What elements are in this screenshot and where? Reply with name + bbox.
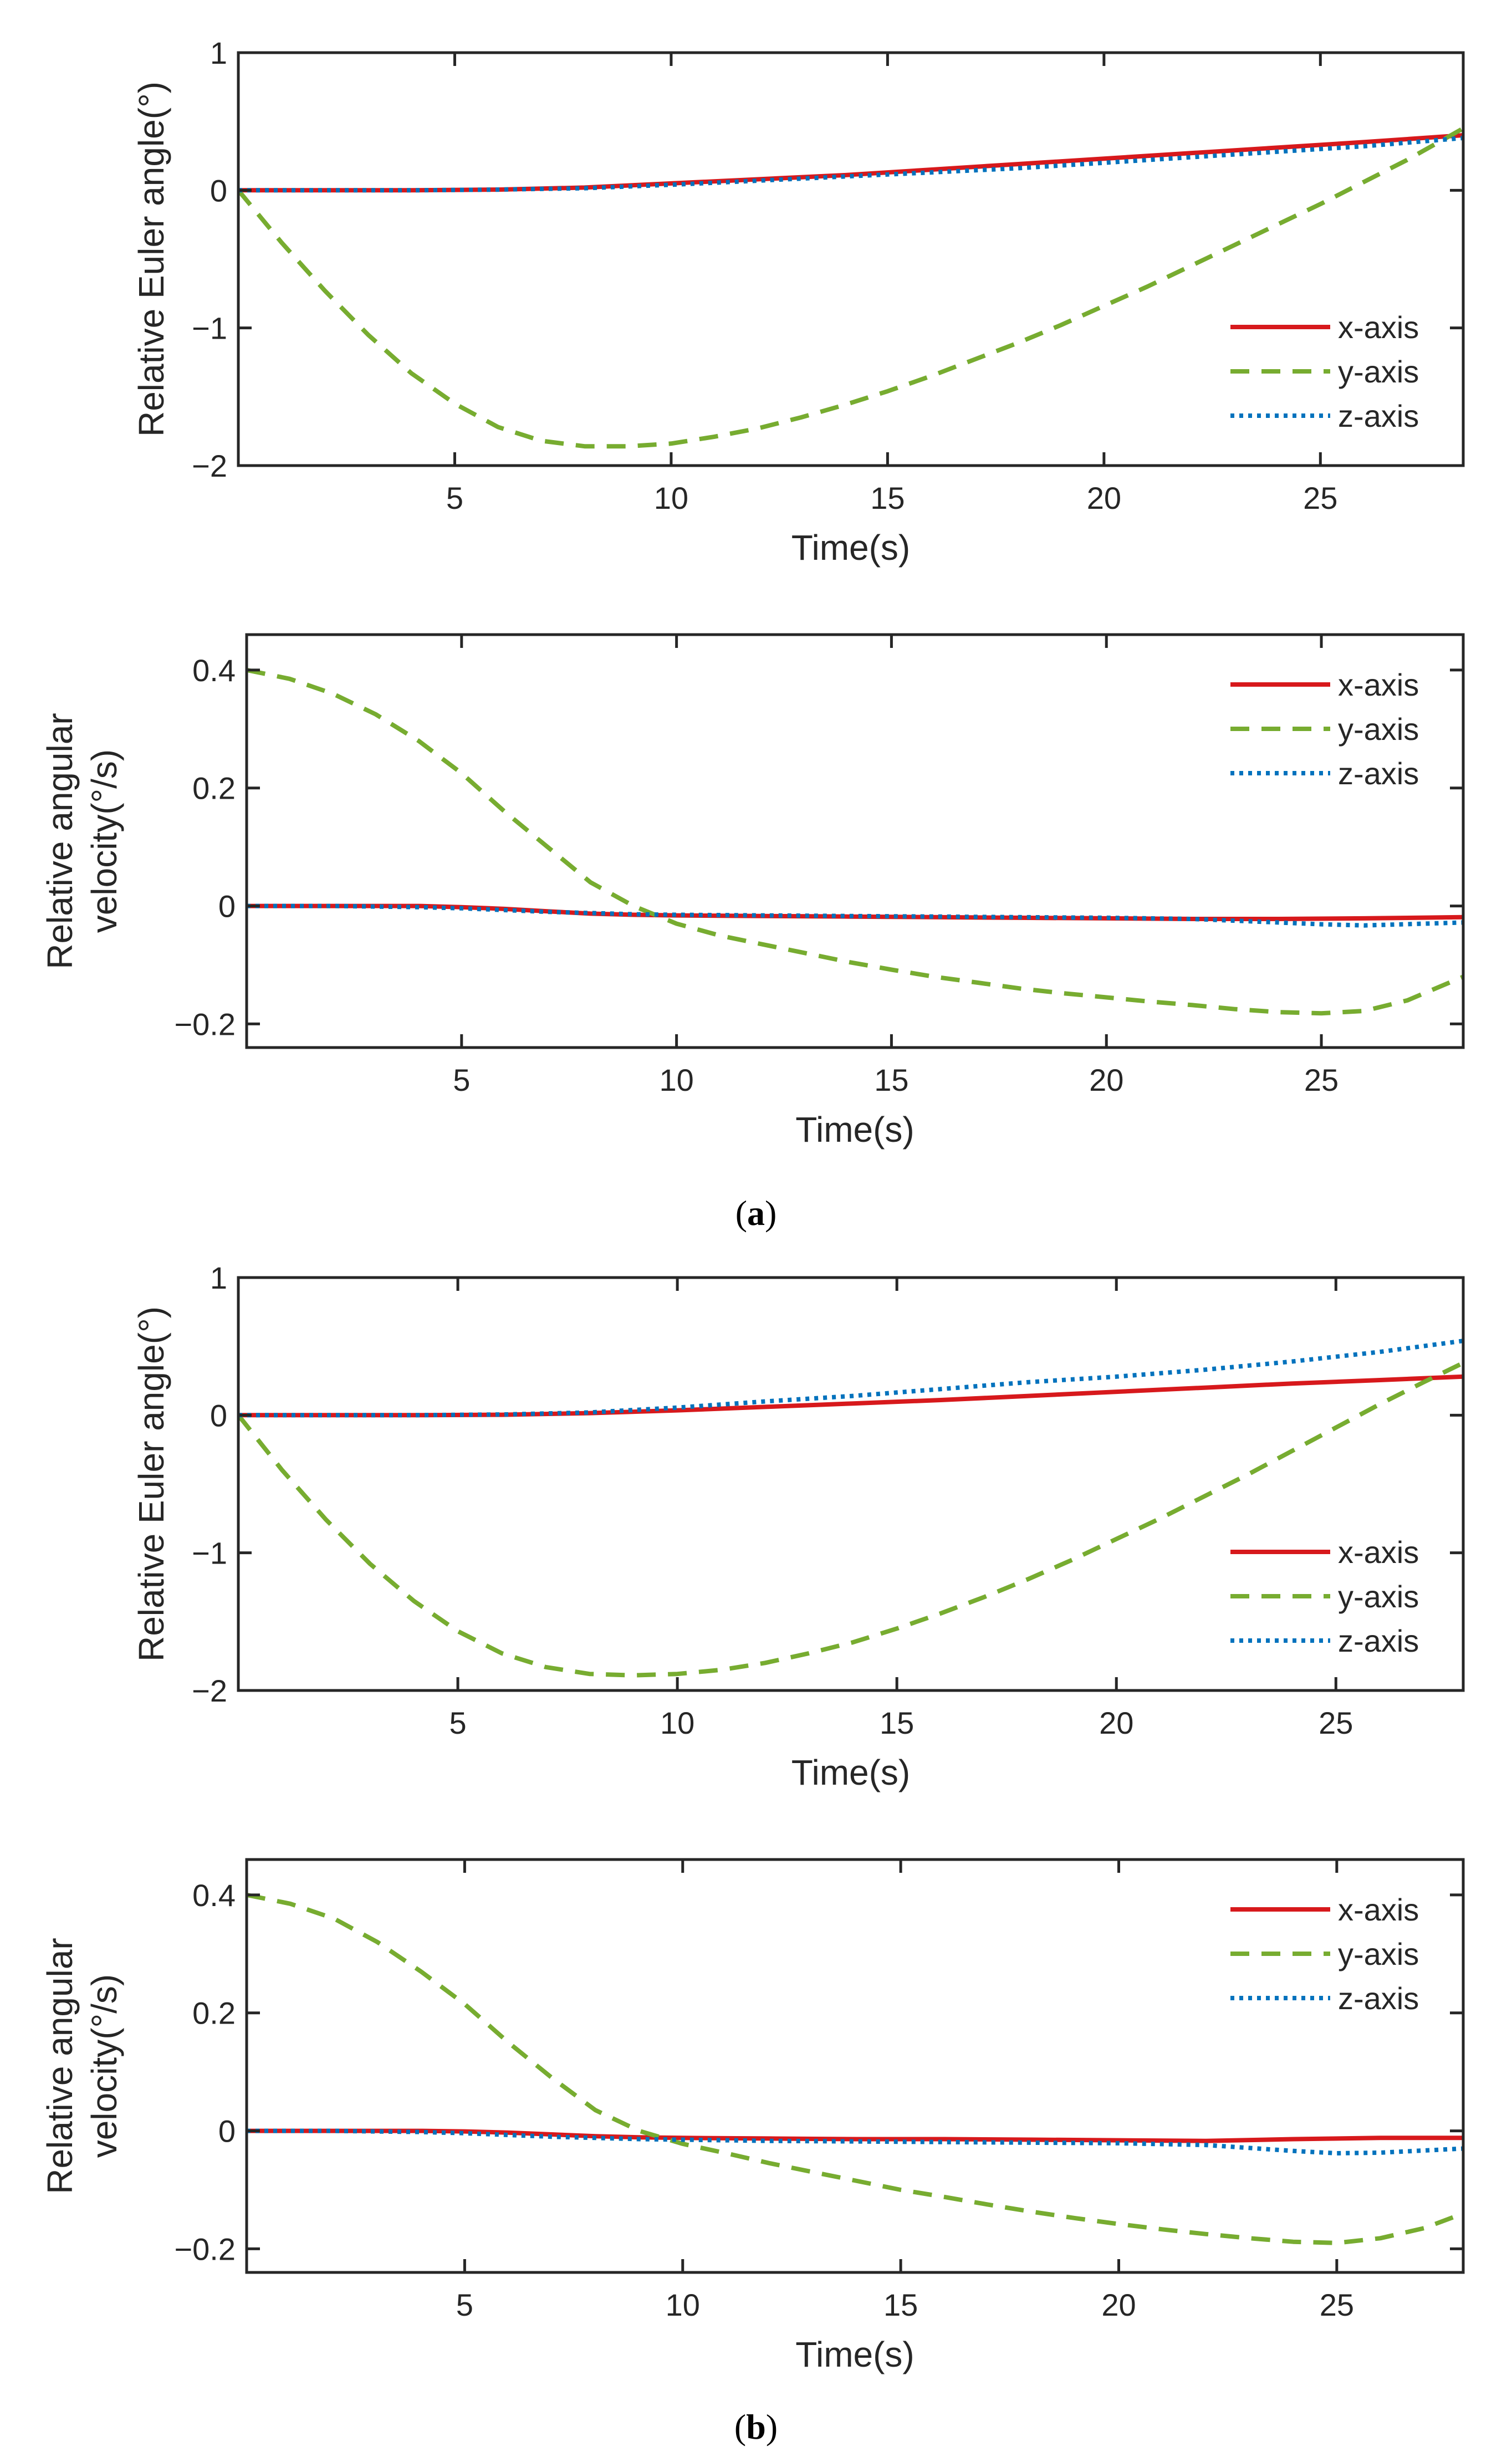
chart-1-legend-label-y-axis: y-axis xyxy=(1338,712,1419,747)
chart-0: 5 10 15 20 25 −2 −1 0 1 Time(s) Relative Euler ang… xyxy=(131,35,1465,568)
chart-3-xtick-label: 20 xyxy=(1101,2287,1136,2322)
chart-2-ylabel-line-0: Relative Euler angle(°) xyxy=(131,1306,171,1662)
chart-3-ylabel-line-0: Relative angular xyxy=(40,1938,80,2194)
chart-2-xtick-label: 10 xyxy=(660,1705,694,1740)
chart-1-xtick-label: 10 xyxy=(659,1062,693,1097)
chart-1-xtick-label: 5 xyxy=(453,1062,470,1097)
chart-3-ylabel-line-1: velocity(°/s) xyxy=(84,1974,124,2158)
chart-2-legend-label-z-axis: z-axis xyxy=(1338,1623,1419,1658)
chart-1-ytick-label: 0 xyxy=(218,889,236,924)
chart-2-ytick-label: 0 xyxy=(210,1398,227,1433)
chart-1-legend-label-z-axis: z-axis xyxy=(1338,756,1419,791)
chart-1-series-z-axis xyxy=(247,903,1463,928)
chart-0-xtick-label: 5 xyxy=(446,481,463,515)
chart-1-xtick-label: 25 xyxy=(1304,1062,1339,1097)
chart-2-legend-label-x-axis: x-axis xyxy=(1338,1535,1419,1570)
chart-0-ytick-label: 1 xyxy=(210,35,227,70)
chart-2-series-y-axis xyxy=(238,1361,1463,1678)
chart-1-ylabel-line-0: Relative angular xyxy=(40,713,80,969)
chart-0-series-z-axis xyxy=(238,136,1463,193)
chart-1-ylabel-line-1: velocity(°/s) xyxy=(84,749,124,933)
chart-2-series-z-axis xyxy=(238,1339,1463,1418)
chart-2-axes-box xyxy=(237,1276,1465,1692)
chart-1: 5 10 15 20 25 −0.2 0 0.2 0.4 Time(s) Relative angu… xyxy=(40,633,1465,1150)
chart-1-ytick-label: 0.4 xyxy=(192,653,236,688)
chart-3-xtick-label: 15 xyxy=(883,2287,918,2322)
chart-1-xtick-label: 20 xyxy=(1089,1062,1123,1097)
caption-a-letter: a xyxy=(747,1193,765,1233)
chart-2-xtick-label: 20 xyxy=(1099,1705,1133,1740)
chart-0-xlabel: Time(s) xyxy=(791,528,910,568)
chart-3-series-z-axis xyxy=(247,2128,1463,2155)
chart-0-legend-label-x-axis: x-axis xyxy=(1338,310,1419,345)
chart-1-ytick-label: −0.2 xyxy=(174,1007,236,1041)
chart-1-axes-box xyxy=(245,633,1465,1049)
chart-0-ytick-label: −1 xyxy=(192,311,227,346)
chart-2-ytick-label: 1 xyxy=(210,1260,227,1295)
caption-a-open: ( xyxy=(735,1193,747,1233)
chart-2-ytick-label: −1 xyxy=(192,1536,227,1571)
chart-1-xlabel: Time(s) xyxy=(795,1110,914,1150)
chart-3-ytick-label: −0.2 xyxy=(174,2231,236,2266)
chart-3-xtick-label: 10 xyxy=(666,2287,700,2322)
caption-b: (b) xyxy=(734,2407,778,2446)
caption-b-letter: b xyxy=(746,2407,766,2446)
caption-b-open: ( xyxy=(734,2407,746,2446)
chart-0-ytick-label: −2 xyxy=(192,448,227,483)
chart-3-legend-label-x-axis: x-axis xyxy=(1338,1892,1419,1927)
chart-1-xtick-label: 15 xyxy=(874,1062,908,1097)
chart-3-legend-label-z-axis: z-axis xyxy=(1338,1981,1419,2016)
chart-1-series-y-axis xyxy=(247,667,1463,1016)
chart-3: 5 10 15 20 25 −0.2 0 0.2 0.4 Time(s) Relative angu… xyxy=(40,1858,1465,2374)
chart-3-ytick-label: 0.4 xyxy=(192,1878,236,1913)
chart-0-series-y-axis xyxy=(238,126,1463,449)
chart-2-xtick-label: 25 xyxy=(1319,1705,1353,1740)
chart-0-legend-label-y-axis: y-axis xyxy=(1338,354,1419,389)
chart-0-ylabel-line-0: Relative Euler angle(°) xyxy=(131,81,171,437)
chart-2-xlabel: Time(s) xyxy=(791,1753,910,1792)
chart-3-axes-box xyxy=(245,1858,1465,2274)
chart-0-xtick-label: 15 xyxy=(870,481,905,515)
chart-3-xlabel: Time(s) xyxy=(795,2334,914,2374)
chart-0-axes-box xyxy=(237,51,1465,467)
caption-a-close: ) xyxy=(765,1193,777,1233)
chart-0-ytick-label: 0 xyxy=(210,173,227,208)
chart-1-ytick-label: 0.2 xyxy=(192,771,236,806)
chart-1-legend-label-x-axis: x-axis xyxy=(1338,667,1419,702)
chart-2-legend-label-y-axis: y-axis xyxy=(1338,1579,1419,1614)
caption-b-close: ) xyxy=(766,2407,778,2446)
chart-2-ytick-label: −2 xyxy=(192,1673,227,1708)
chart-0-xtick-label: 20 xyxy=(1087,481,1121,515)
chart-3-ytick-label: 0.2 xyxy=(192,1996,236,2031)
chart-2-xtick-label: 5 xyxy=(449,1705,466,1740)
caption-a: (a) xyxy=(735,1193,777,1233)
chart-3-ytick-label: 0 xyxy=(218,2114,236,2149)
chart-0-legend-label-z-axis: z-axis xyxy=(1338,399,1419,433)
chart-3-series-y-axis xyxy=(247,1892,1463,2245)
chart-2: 5 10 15 20 25 −2 −1 0 1 Time(s) Relative Euler ang… xyxy=(131,1260,1465,1792)
chart-3-xtick-label: 5 xyxy=(456,2287,473,2322)
chart-0-xtick-label: 25 xyxy=(1303,481,1337,515)
chart-3-xtick-label: 25 xyxy=(1320,2287,1354,2322)
chart-0-xtick-label: 10 xyxy=(654,481,688,515)
chart-3-legend-label-y-axis: y-axis xyxy=(1338,1937,1419,1971)
chart-2-xtick-label: 15 xyxy=(880,1705,914,1740)
